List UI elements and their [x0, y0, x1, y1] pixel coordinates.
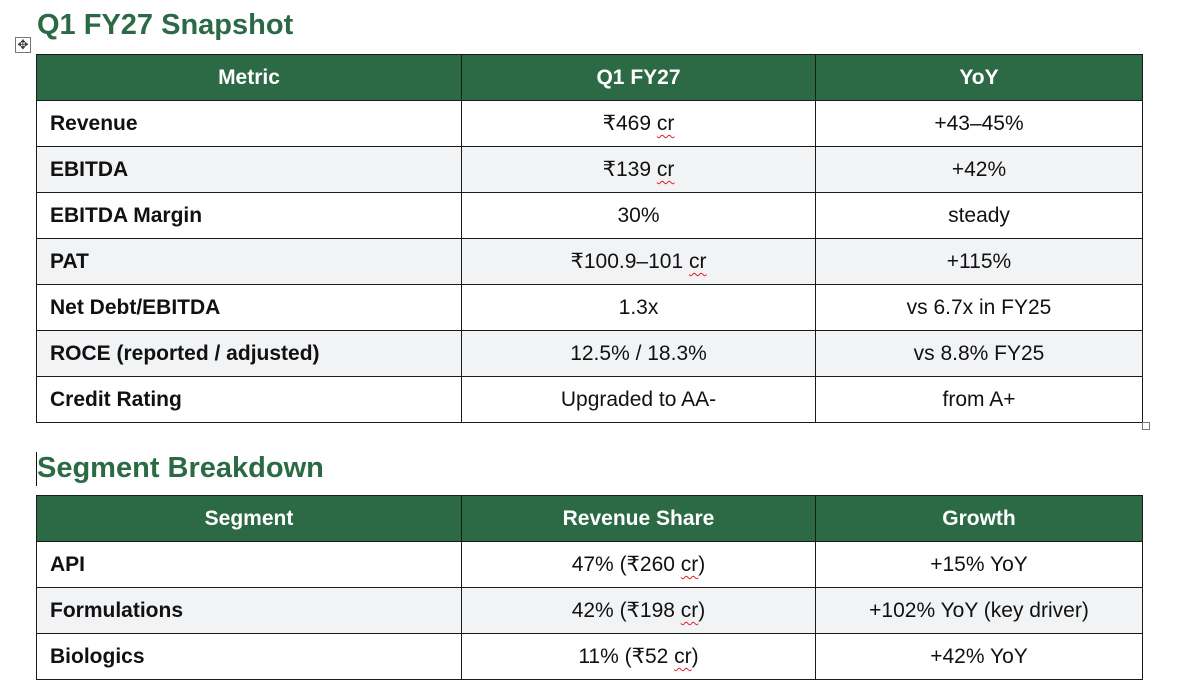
share-unit: cr — [674, 645, 692, 668]
yoy-cell: steady — [815, 192, 1143, 239]
yoy-cell: from A+ — [815, 376, 1143, 423]
value-cell: 1.3x — [461, 284, 816, 331]
share-text: 11% (₹52 — [578, 645, 675, 668]
table-header-row: Metric Q1 FY27 YoY — [36, 54, 1143, 101]
table-row: Net Debt/EBITDA 1.3x vs 6.7x in FY25 — [36, 284, 1143, 331]
metric-cell: Revenue — [36, 100, 462, 147]
share-cell: 42% (₹198 cr) — [461, 587, 816, 634]
segment-cell: Formulations — [36, 587, 462, 634]
table-row: Credit Rating Upgraded to AA- from A+ — [36, 376, 1143, 423]
metric-cell: Net Debt/EBITDA — [36, 284, 462, 331]
value-unit: cr — [688, 250, 707, 273]
column-header-segment: Segment — [36, 495, 462, 542]
column-header-q1-fy27: Q1 FY27 — [461, 54, 816, 101]
segment-title: Segment Breakdown — [37, 452, 324, 484]
share-text: 47% (₹260 — [571, 553, 681, 576]
column-header-yoy: YoY — [815, 54, 1143, 101]
value-unit: cr — [656, 112, 675, 135]
share-suffix: ) — [691, 645, 699, 668]
column-header-growth: Growth — [815, 495, 1143, 542]
value-text: ₹100.9–101 — [570, 250, 689, 273]
column-header-metric: Metric — [36, 54, 462, 101]
resize-handle-icon[interactable] — [1142, 422, 1150, 430]
metric-cell: Credit Rating — [36, 376, 462, 423]
share-cell: 11% (₹52 cr) — [461, 633, 816, 680]
share-suffix: ) — [698, 553, 706, 576]
table-row: EBITDA ₹139 cr +42% — [36, 146, 1143, 193]
snapshot-table: Metric Q1 FY27 YoY Revenue ₹469 cr +43–4… — [36, 54, 1143, 423]
column-header-revenue-share: Revenue Share — [461, 495, 816, 542]
yoy-cell: +115% — [815, 238, 1143, 285]
metric-cell: ROCE (reported / adjusted) — [36, 330, 462, 377]
yoy-cell: vs 8.8% FY25 — [815, 330, 1143, 377]
share-unit: cr — [680, 553, 699, 576]
segment-cell: Biologics — [36, 633, 462, 680]
segment-table: Segment Revenue Share Growth API 47% (₹2… — [36, 495, 1143, 680]
value-cell: 30% — [461, 192, 816, 239]
table-row: EBITDA Margin 30% steady — [36, 192, 1143, 239]
metric-cell: EBITDA — [36, 146, 462, 193]
share-text: 42% (₹198 — [571, 599, 681, 622]
growth-cell: +42% YoY — [815, 633, 1143, 680]
value-text: 1.3x — [618, 295, 659, 319]
value-text: Upgraded to AA- — [560, 387, 717, 411]
table-row: Revenue ₹469 cr +43–45% — [36, 100, 1143, 147]
value-text: ₹469 — [602, 112, 657, 135]
value-text: 30% — [617, 203, 660, 227]
value-cell: 12.5% / 18.3% — [461, 330, 816, 377]
segment-cell: API — [36, 541, 462, 588]
table-header-row: Segment Revenue Share Growth — [36, 495, 1143, 542]
table-row: Biologics 11% (₹52 cr) +42% YoY — [36, 633, 1143, 680]
text-cursor — [36, 452, 37, 486]
metric-cell: EBITDA Margin — [36, 192, 462, 239]
yoy-cell: +42% — [815, 146, 1143, 193]
value-text: 12.5% / 18.3% — [570, 341, 707, 365]
value-cell: ₹139 cr — [461, 146, 816, 193]
yoy-cell: vs 6.7x in FY25 — [815, 284, 1143, 331]
value-cell: Upgraded to AA- — [461, 376, 816, 423]
yoy-cell: +43–45% — [815, 100, 1143, 147]
value-unit: cr — [656, 158, 675, 181]
table-row: PAT ₹100.9–101 cr +115% — [36, 238, 1143, 285]
table-row: API 47% (₹260 cr) +15% YoY — [36, 541, 1143, 588]
share-suffix: ) — [698, 599, 706, 622]
metric-cell: PAT — [36, 238, 462, 285]
value-cell: ₹100.9–101 cr — [461, 238, 816, 285]
growth-cell: +102% YoY (key driver) — [815, 587, 1143, 634]
growth-cell: +15% YoY — [815, 541, 1143, 588]
share-unit: cr — [680, 599, 699, 622]
snapshot-title: Q1 FY27 Snapshot — [37, 9, 294, 41]
value-cell: ₹469 cr — [461, 100, 816, 147]
share-cell: 47% (₹260 cr) — [461, 541, 816, 588]
table-row: Formulations 42% (₹198 cr) +102% YoY (ke… — [36, 587, 1143, 634]
move-icon[interactable]: ✥ — [15, 37, 31, 53]
table-row: ROCE (reported / adjusted) 12.5% / 18.3%… — [36, 330, 1143, 377]
value-text: ₹139 — [602, 158, 657, 181]
